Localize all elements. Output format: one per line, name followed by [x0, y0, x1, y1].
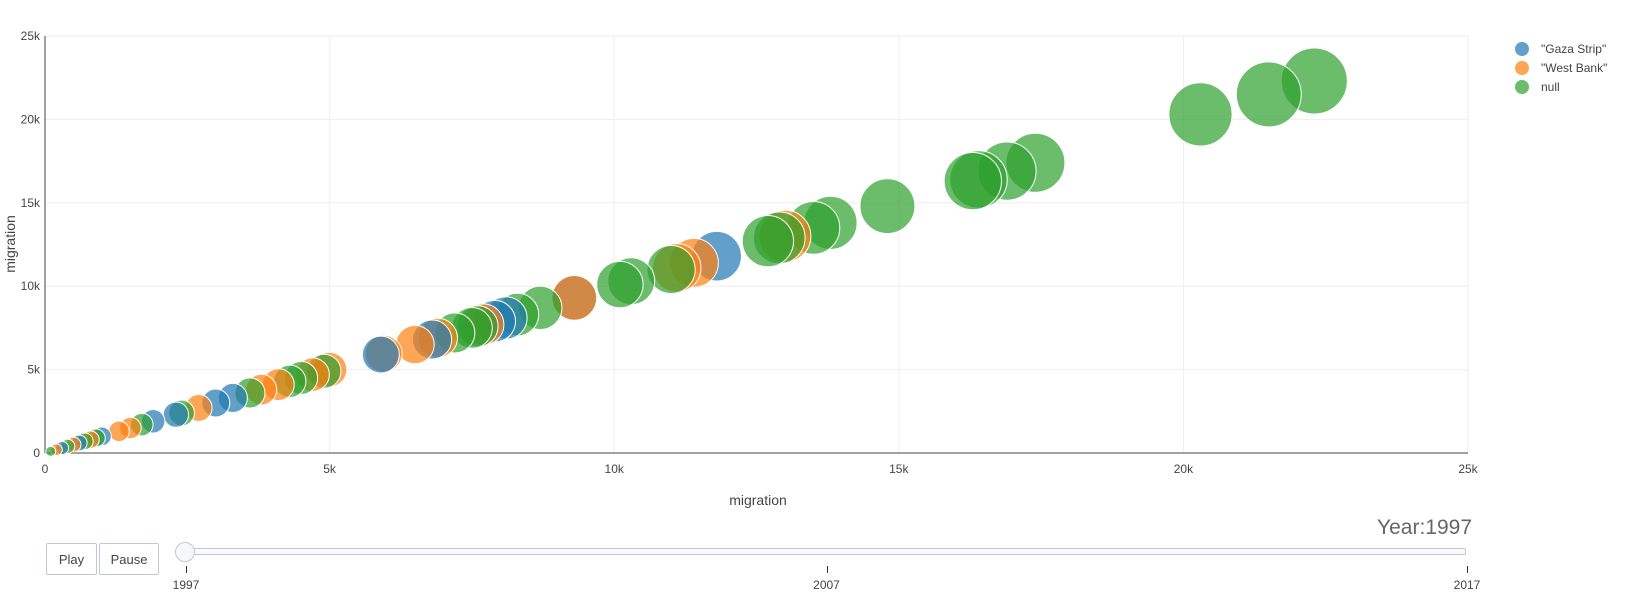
- y-tick-label: 20k: [21, 112, 41, 126]
- data-points[interactable]: [45, 47, 1348, 457]
- data-point[interactable]: [45, 445, 57, 457]
- y-axis-title: migration: [2, 215, 18, 273]
- data-point[interactable]: [596, 260, 644, 309]
- y-tick-label: 0: [33, 446, 40, 460]
- data-point[interactable]: [1168, 82, 1233, 147]
- data-point[interactable]: [741, 215, 795, 268]
- y-tick-label: 10k: [21, 279, 41, 293]
- legend-marker[interactable]: [1515, 61, 1529, 75]
- x-axis-title: migration: [729, 492, 787, 508]
- pause-button[interactable]: Pause: [99, 543, 159, 575]
- data-point[interactable]: [943, 151, 1002, 211]
- year-prefix: Year:: [1377, 516, 1426, 539]
- data-point[interactable]: [1235, 61, 1302, 128]
- x-tick-label: 15k: [889, 462, 909, 476]
- data-point[interactable]: [162, 401, 190, 428]
- data-point[interactable]: [859, 178, 916, 235]
- tick-labels: 0 5k 10k 15k 20k 25k 0 5k 10k 15k 20k 25k: [21, 29, 1479, 476]
- slider-tick: [1467, 566, 1468, 573]
- year-slider-handle[interactable]: [175, 542, 195, 562]
- slider-tick: [186, 566, 187, 573]
- slider-tick-label[interactable]: 2007: [813, 578, 840, 592]
- legend[interactable]: "Gaza Strip" "West Bank" null: [1515, 42, 1607, 94]
- year-slider-rail[interactable]: [183, 548, 1466, 555]
- x-tick-label: 0: [42, 462, 49, 476]
- axes: [44, 36, 1468, 454]
- slider-tick-label[interactable]: 2017: [1453, 578, 1481, 592]
- legend-label[interactable]: "West Bank": [1541, 61, 1607, 75]
- data-point[interactable]: [108, 420, 130, 443]
- play-button[interactable]: Play: [46, 543, 97, 575]
- y-tick-label: 25k: [21, 29, 41, 43]
- x-tick-label: 25k: [1458, 462, 1478, 476]
- legend-marker[interactable]: [1515, 80, 1529, 94]
- legend-label[interactable]: "Gaza Strip": [1541, 42, 1606, 56]
- data-point[interactable]: [361, 335, 400, 374]
- legend-marker[interactable]: [1515, 42, 1529, 56]
- year-value: 1997: [1425, 516, 1472, 539]
- x-tick-label: 5k: [323, 462, 337, 476]
- slider-tick: [826, 566, 828, 573]
- year-current-value: Year:1997: [1377, 516, 1472, 540]
- y-tick-label: 5k: [27, 363, 41, 377]
- x-tick-label: 20k: [1174, 462, 1194, 476]
- legend-label[interactable]: null: [1541, 80, 1560, 94]
- y-tick-label: 15k: [21, 196, 41, 210]
- x-tick-label: 10k: [605, 462, 625, 476]
- slider-tick-label[interactable]: 1997: [172, 578, 200, 592]
